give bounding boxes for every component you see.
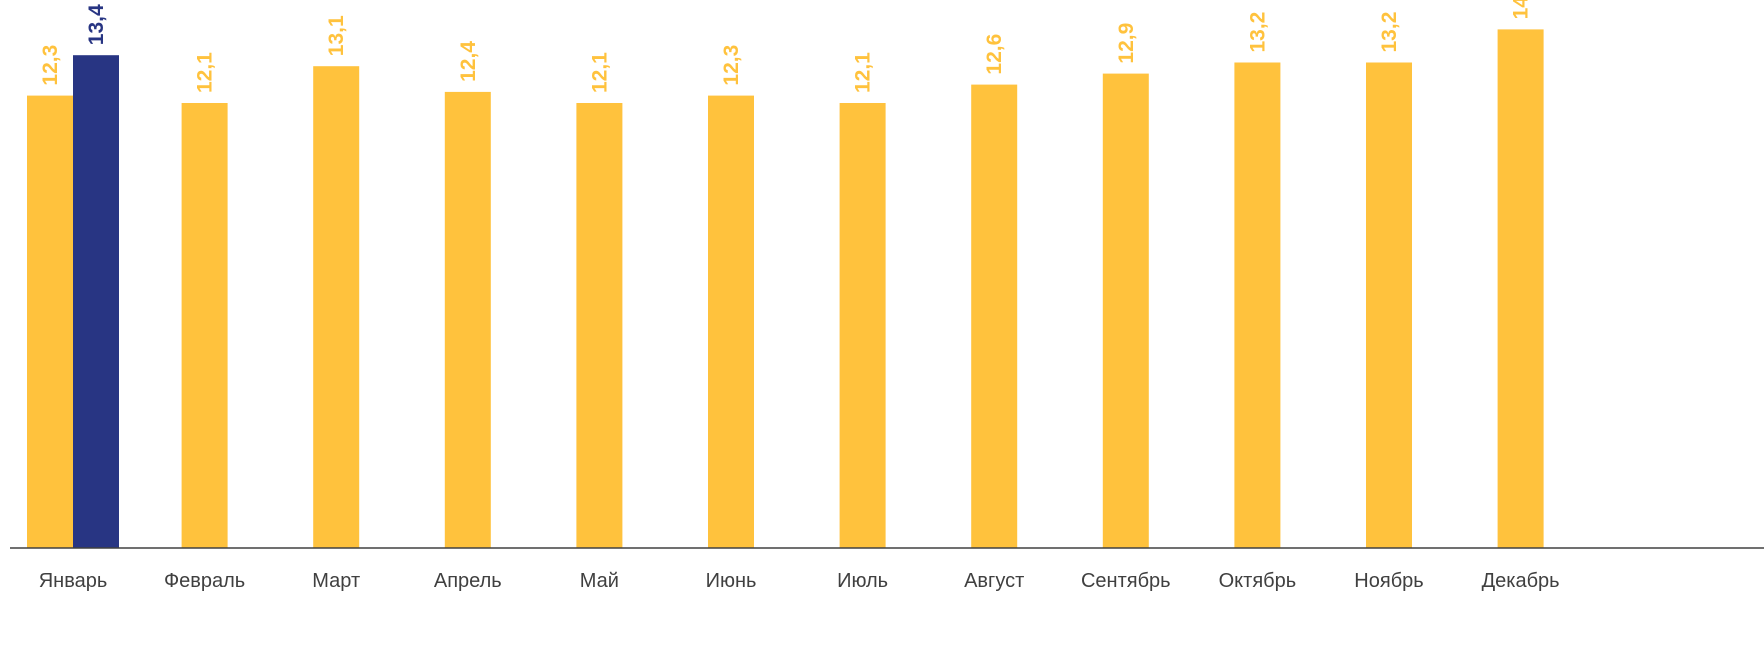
bar-main-9 [1102, 73, 1149, 548]
bar-main-11 [1366, 62, 1412, 548]
x-tick-label-9: Сентябрь [1081, 570, 1171, 592]
value-label-main-5: 12,1 [588, 52, 611, 93]
bars-layer [27, 29, 1544, 549]
x-tick-label-10: Октябрь [1219, 570, 1297, 592]
x-tick-label-2: Февраль [164, 570, 245, 592]
bar-main-4 [444, 91, 491, 549]
bar-main-1 [27, 95, 73, 548]
value-label-main-7: 12,1 [852, 52, 875, 93]
x-axis-tick-labels: Январь Февраль Март Апрель Май Июнь Июль Август… [39, 570, 1560, 592]
bar-main-8 [971, 84, 1018, 548]
bar-main-10 [1234, 62, 1281, 548]
bar-main-3 [313, 66, 360, 548]
bar-main-2 [181, 103, 228, 548]
value-label-main-2: 12,1 [194, 52, 217, 93]
value-label-highlight-1: 13,4 [85, 4, 108, 45]
bar-main-5 [576, 103, 623, 548]
value-label-main-9: 12,9 [1115, 23, 1138, 64]
bar-main-6 [708, 95, 754, 548]
value-label-main-6: 12,3 [720, 45, 743, 86]
x-tick-label-6: Июнь [706, 570, 757, 592]
value-label-main-8: 12,6 [983, 34, 1006, 75]
value-label-main-10: 13,2 [1246, 12, 1269, 53]
bar-main-12 [1497, 29, 1544, 548]
value-labels-layer: 12,3 13,4 12,1 13,1 12,4 12,1 12,3 12,1 12,6 12,9… [39, 0, 1533, 93]
value-label-main-11: 13,2 [1378, 12, 1401, 53]
bar-main-7 [839, 103, 886, 548]
x-tick-label-5: Май [580, 570, 619, 592]
x-tick-label-12: Декабрь [1482, 570, 1560, 592]
value-label-main-3: 13,1 [325, 15, 348, 56]
value-label-main-12: 14,1 [1510, 0, 1533, 19]
value-label-main-1: 12,3 [39, 45, 62, 86]
x-tick-label-3: Март [312, 570, 360, 592]
x-tick-label-1: Январь [39, 570, 108, 592]
x-tick-label-7: Июль [837, 570, 888, 592]
x-tick-label-11: Ноябрь [1354, 570, 1423, 592]
value-label-main-4: 12,4 [457, 41, 480, 82]
bar-highlight-1 [73, 55, 119, 548]
x-tick-label-4: Апрель [434, 570, 502, 592]
x-tick-label-8: Август [964, 570, 1024, 592]
